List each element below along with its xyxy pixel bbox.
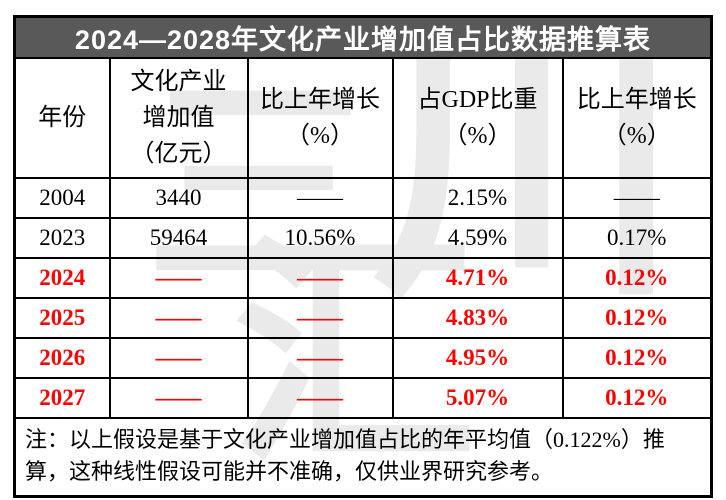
header-gdp-share: 占GDP比重 （%） [391, 57, 564, 179]
gdp-share-cell: 4.59% [391, 217, 564, 259]
value-cell: —— [108, 297, 249, 339]
value-cell: —— [108, 377, 249, 419]
year-cell: 2026 [13, 337, 111, 379]
gdp-growth-cell: 0.12% [561, 257, 713, 299]
growth-cell: —— [246, 377, 394, 419]
projection-table: 2024—2028年文化产业增加值占比数据推算表 年份 文化产业 增加值 （亿元… [13, 15, 713, 498]
gdp-growth-cell: 0.12% [561, 337, 713, 379]
growth-cell: —— [246, 297, 394, 339]
header-yoy-growth: 比上年增长 （%） [246, 57, 394, 179]
year-cell: 2023 [13, 217, 111, 259]
year-cell: 2025 [13, 297, 111, 339]
gdp-share-cell: 4.71% [391, 257, 564, 299]
header-year: 年份 [13, 57, 111, 179]
year-cell: 2024 [13, 257, 111, 299]
gdp-share-cell: 5.07% [391, 377, 564, 419]
table-row-2024: 2024 —— —— 4.71% 0.12% [13, 257, 713, 299]
gdp-growth-cell: 0.12% [561, 297, 713, 339]
table-row-2004: 2004 3440 —— 2.15% —— [13, 177, 713, 219]
table-title-row: 2024—2028年文化产业增加值占比数据推算表 [13, 15, 713, 59]
growth-cell: —— [246, 177, 394, 219]
gdp-growth-cell: —— [561, 177, 713, 219]
growth-cell: 10.56% [246, 217, 394, 259]
table-row-2027: 2027 —— —— 5.07% 0.12% [13, 377, 713, 419]
table-row-2025: 2025 —— —— 4.83% 0.12% [13, 297, 713, 339]
value-cell: 59464 [108, 217, 249, 259]
value-cell: —— [108, 257, 249, 299]
table-row-2026: 2026 —— —— 4.95% 0.12% [13, 337, 713, 379]
footnote: 注：以上假设是基于文化产业增加值占比的年平均值（0.122%）推算，这种线性假设… [13, 416, 713, 498]
gdp-share-cell: 4.83% [391, 297, 564, 339]
growth-cell: —— [246, 337, 394, 379]
year-cell: 2027 [13, 377, 111, 419]
table-header-row: 年份 文化产业 增加值 （亿元） 比上年增长 （%） 占GDP比重 （%） 比上… [13, 57, 713, 179]
table-note-row: 注：以上假设是基于文化产业增加值占比的年平均值（0.122%）推算，这种线性假设… [13, 416, 713, 498]
header-gdp-share-growth: 比上年增长 （%） [561, 57, 713, 179]
value-cell: —— [108, 337, 249, 379]
value-cell: 3440 [108, 177, 249, 219]
year-cell: 2004 [13, 177, 111, 219]
gdp-growth-cell: 0.12% [561, 377, 713, 419]
table-row-2023: 2023 59464 10.56% 4.59% 0.17% [13, 217, 713, 259]
table-title: 2024—2028年文化产业增加值占比数据推算表 [13, 15, 713, 59]
header-added-value: 文化产业 增加值 （亿元） [108, 57, 249, 179]
gdp-share-cell: 2.15% [391, 177, 564, 219]
growth-cell: —— [246, 257, 394, 299]
gdp-share-cell: 4.95% [391, 337, 564, 379]
gdp-growth-cell: 0.17% [561, 217, 713, 259]
